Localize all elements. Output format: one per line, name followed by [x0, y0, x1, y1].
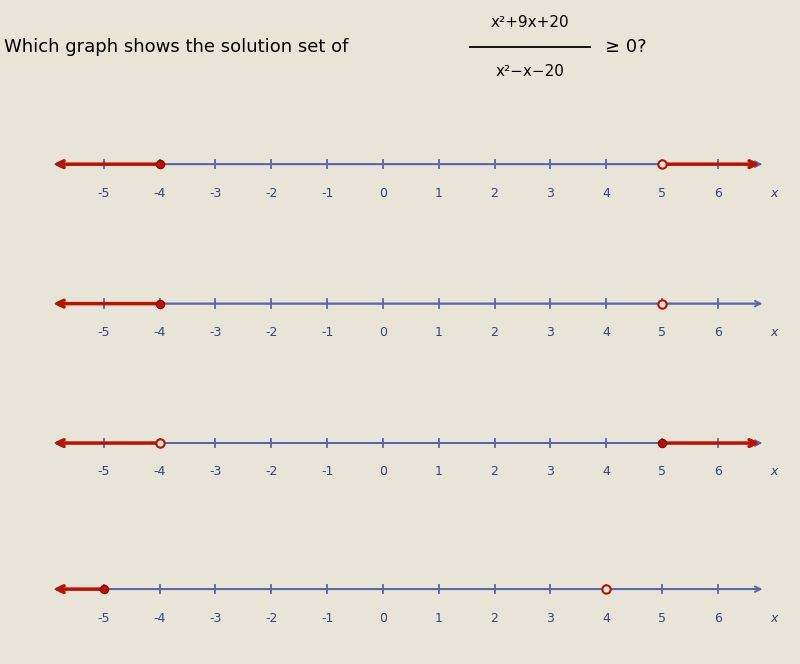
Text: 1: 1 — [434, 187, 442, 200]
Text: 4: 4 — [602, 187, 610, 200]
Text: 0: 0 — [379, 326, 387, 339]
Text: 6: 6 — [714, 465, 722, 479]
Text: 6: 6 — [714, 612, 722, 625]
Text: 2: 2 — [490, 326, 498, 339]
Text: -5: -5 — [98, 465, 110, 479]
Text: 3: 3 — [546, 326, 554, 339]
Text: 5: 5 — [658, 612, 666, 625]
Text: 3: 3 — [546, 187, 554, 200]
Text: x²−x−20: x²−x−20 — [495, 64, 565, 79]
Text: 0: 0 — [379, 187, 387, 200]
Text: 5: 5 — [658, 187, 666, 200]
Text: -2: -2 — [265, 612, 278, 625]
Text: x: x — [770, 187, 778, 200]
Text: -5: -5 — [98, 187, 110, 200]
Text: -2: -2 — [265, 187, 278, 200]
Text: -4: -4 — [154, 187, 166, 200]
Text: 2: 2 — [490, 612, 498, 625]
Text: -5: -5 — [98, 612, 110, 625]
Text: -4: -4 — [154, 612, 166, 625]
Text: -5: -5 — [98, 326, 110, 339]
Text: -2: -2 — [265, 326, 278, 339]
Text: -3: -3 — [210, 326, 222, 339]
Text: 2: 2 — [490, 465, 498, 479]
Text: 0: 0 — [379, 465, 387, 479]
Text: 4: 4 — [602, 612, 610, 625]
Text: -3: -3 — [210, 187, 222, 200]
Text: 6: 6 — [714, 187, 722, 200]
Text: x: x — [770, 612, 778, 625]
Text: 1: 1 — [434, 612, 442, 625]
Text: -1: -1 — [321, 326, 334, 339]
Text: x: x — [770, 326, 778, 339]
Text: x: x — [770, 465, 778, 479]
Text: 5: 5 — [658, 465, 666, 479]
Text: 3: 3 — [546, 465, 554, 479]
Text: 3: 3 — [546, 612, 554, 625]
Text: 2: 2 — [490, 187, 498, 200]
Text: ≥ 0?: ≥ 0? — [605, 38, 646, 56]
Text: -1: -1 — [321, 612, 334, 625]
Text: 1: 1 — [434, 326, 442, 339]
Text: 1: 1 — [434, 465, 442, 479]
Text: -3: -3 — [210, 612, 222, 625]
Text: 0: 0 — [379, 612, 387, 625]
Text: -4: -4 — [154, 326, 166, 339]
Text: 4: 4 — [602, 465, 610, 479]
Text: -1: -1 — [321, 187, 334, 200]
Text: -2: -2 — [265, 465, 278, 479]
Text: 5: 5 — [658, 326, 666, 339]
Text: -3: -3 — [210, 465, 222, 479]
Text: 6: 6 — [714, 326, 722, 339]
Text: 4: 4 — [602, 326, 610, 339]
Text: -4: -4 — [154, 465, 166, 479]
Text: x²+9x+20: x²+9x+20 — [490, 15, 570, 30]
Text: Which graph shows the solution set of: Which graph shows the solution set of — [4, 38, 348, 56]
Text: -1: -1 — [321, 465, 334, 479]
